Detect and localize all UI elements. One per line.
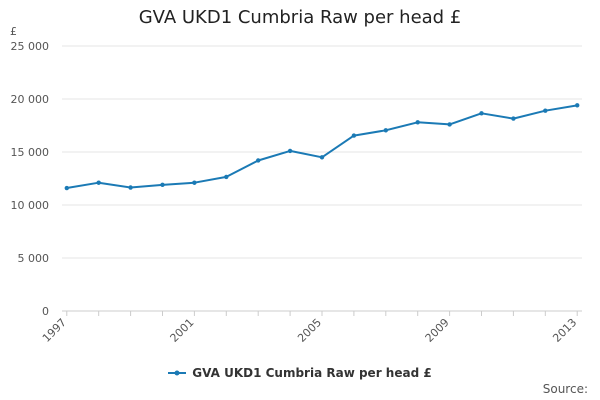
data-point: [64, 185, 69, 191]
series-line: [66, 104, 578, 189]
axis-layer: 0 5 000 10 000 15 000 20 000 25 000 £1997 2001 2…: [10, 25, 582, 345]
data-point: [479, 111, 484, 116]
data-point: [287, 148, 293, 154]
y-tick-label: 20 000: [11, 93, 50, 106]
x-tick-label: 2001: [168, 316, 197, 345]
y-axis-label: £: [10, 25, 17, 38]
data-point: [383, 128, 389, 133]
data-point: [415, 120, 420, 125]
x-tick-label: 2013: [550, 316, 579, 345]
x-tick-label: 1997: [40, 316, 69, 345]
y-tick-label: 15 000: [11, 146, 50, 159]
data-point: [543, 108, 548, 113]
legend-swatch-icon: [168, 370, 187, 376]
data-point: [192, 180, 197, 185]
data-point: [255, 158, 261, 163]
source-label[interactable]: Source:: [542, 382, 588, 396]
grid-layer: [62, 45, 582, 259]
legend-label: GVA UKD1 Cumbria Raw per head £: [192, 366, 432, 380]
chart-title: GVA UKD1 Cumbria Raw per head £: [138, 7, 462, 28]
data-point: [511, 116, 516, 121]
x-tick-label: 2009: [423, 316, 452, 345]
data-point: [224, 174, 229, 180]
data-point: [96, 180, 101, 185]
data-point: [319, 155, 325, 160]
data-point: [160, 182, 165, 188]
legend[interactable]: GVA UKD1 Cumbria Raw per head £: [0, 366, 600, 380]
x-tick-label: 2005: [295, 316, 324, 345]
data-point: [351, 133, 357, 138]
series-layer: [64, 103, 580, 191]
data-point: [575, 103, 580, 108]
y-tick-label: 0: [42, 305, 49, 318]
y-tick-label: 5 000: [18, 252, 50, 265]
data-point: [128, 185, 133, 190]
y-tick-label: 10 000: [11, 199, 50, 212]
data-point: [447, 122, 452, 127]
y-tick-label: 25 000: [11, 40, 50, 53]
